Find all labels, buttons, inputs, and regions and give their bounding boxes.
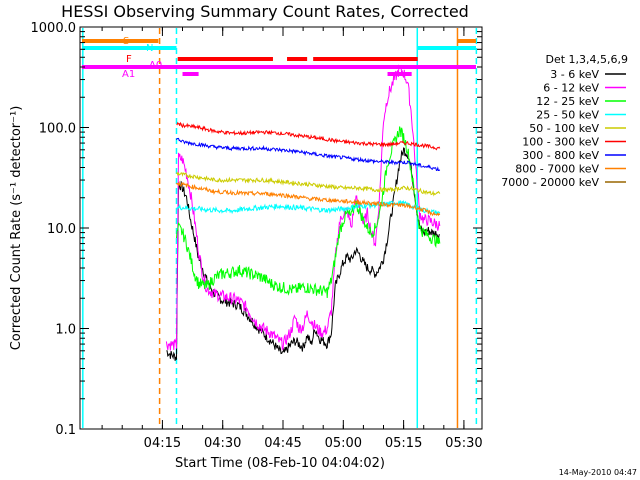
x-tick-label: 04:15 (144, 436, 181, 451)
chart-title: HESSI Observing Summary Count Rates, Cor… (61, 2, 469, 21)
flag-label: A1 (122, 69, 135, 80)
x-tick-label: 05:30 (445, 436, 482, 451)
x-tick-label: 05:00 (325, 436, 362, 451)
y-tick-label: 1.0 (55, 323, 76, 338)
flag-label: S (123, 36, 129, 47)
legend-label: 12 - 25 keV (536, 95, 599, 108)
flag-bars: S N F A1 A0 (82, 36, 476, 80)
series-line (176, 126, 441, 299)
x-tick-label: 04:45 (264, 436, 301, 451)
series-line (176, 137, 441, 171)
y-tick-label: 100.0 (39, 122, 76, 137)
flag-label: F (126, 54, 132, 65)
x-tick-label: 04:30 (204, 436, 241, 451)
legend-label: 100 - 300 keV (522, 136, 599, 149)
legend-label: 800 - 7000 keV (515, 163, 599, 176)
x-tick-label: 05:15 (385, 436, 422, 451)
legend-label: 300 - 800 keV (522, 149, 599, 162)
flag-label: A0 (149, 60, 162, 71)
series-line (176, 180, 441, 217)
y-tick-label: 10.0 (47, 222, 76, 237)
x-axis-label: Start Time (08-Feb-10 04:04:02) (175, 456, 385, 471)
legend-label: 50 - 100 keV (529, 122, 599, 135)
y-tick-label: 0.1 (55, 423, 76, 438)
legend-label: 6 - 12 keV (543, 82, 599, 95)
flag-label: N (146, 43, 153, 54)
x-axis: 04:15 04:30 04:45 05:00 05:15 05:30 (101, 27, 483, 451)
series-line (176, 171, 441, 197)
legend-detectors: Det 1,3,4,5,6,9 (545, 53, 628, 66)
series-line (176, 121, 441, 151)
series-lines (165, 64, 441, 361)
y-axis-label: Corrected Count Rate (s⁻¹ detector⁻¹) (9, 106, 24, 351)
series-line (176, 199, 441, 216)
series-line (166, 147, 440, 361)
legend-label: 25 - 50 keV (536, 109, 599, 122)
series-line (165, 64, 441, 351)
footer-date: 14-May-2010 04:47 (559, 468, 637, 477)
vertical-markers (82, 28, 478, 428)
legend-label: 3 - 6 keV (550, 68, 599, 81)
y-tick-label: 1000.0 (31, 21, 77, 36)
legend-label: 7000 - 20000 keV (501, 176, 599, 189)
y-axis: 0.1 1.0 10.0 100.0 1000.0 (31, 21, 482, 438)
